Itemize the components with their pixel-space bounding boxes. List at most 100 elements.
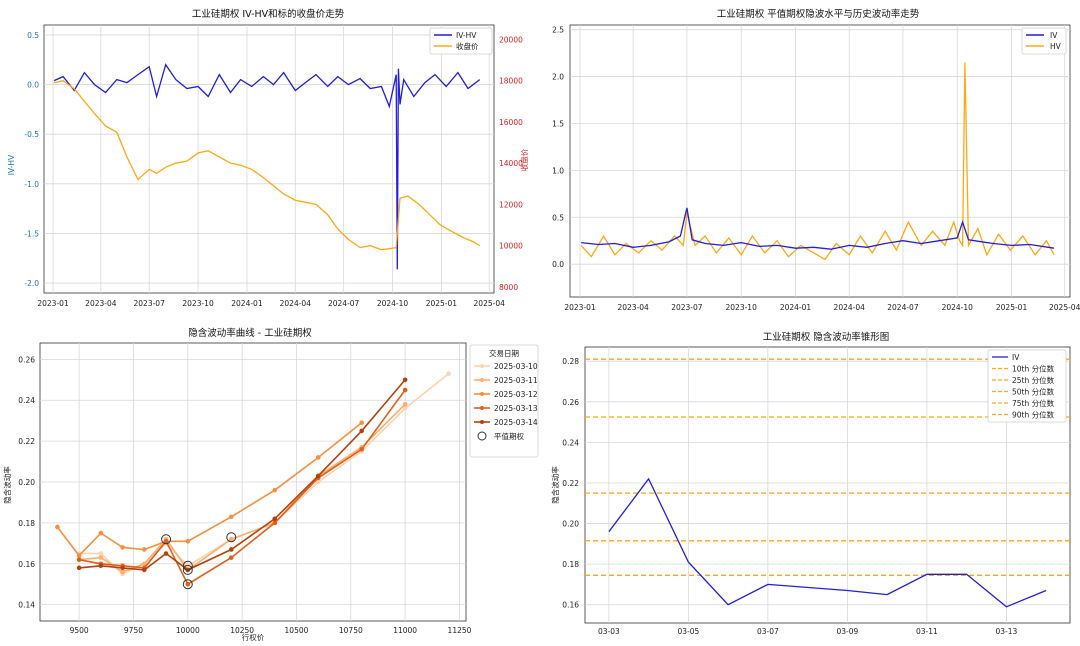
chart3-point-2025-03-12: [55, 524, 60, 530]
chart3-xtick-10250: 10250: [230, 626, 254, 635]
chart1-title: 工业硅期权 IV-HV和标的收盘价走势: [192, 8, 345, 20]
chart1-ylabel: IV-HV: [7, 154, 16, 175]
chart4-legend-label-75th: 75th 分位数: [1012, 398, 1055, 408]
chart4-xtick-03-07: 03-07: [757, 627, 779, 636]
chart2-ytick: 1.0: [552, 166, 564, 175]
chart2-legend-label-hv: HV: [1050, 42, 1062, 51]
chart3-legend-dot-2025-03-10: [480, 364, 484, 368]
chart3-ytick: 0.20: [18, 478, 35, 487]
chart1-ytick: -1.5: [24, 229, 39, 238]
chart4-ytick: 0.24: [562, 438, 579, 447]
chart3-point-2025-03-10: [315, 479, 321, 485]
chart3-point-2025-03-10: [402, 406, 408, 411]
chart3-point-2025-03-12: [315, 455, 321, 460]
chart3-point-2025-03-12: [76, 553, 82, 558]
chart1-legend: IV-HV 收盘价: [429, 27, 493, 55]
chart1-series-iv-hv: [53, 63, 481, 270]
chart3-atm-marker: [182, 560, 193, 571]
chart3-legend-dot-2025-03-12: [480, 392, 484, 396]
chart1-xtick-2024-04: 2024-04: [280, 299, 312, 308]
chart3-legend-atm-marker: [477, 431, 487, 441]
chart2-ytick: 2.0: [552, 73, 564, 82]
chart3-ytick: 0.24: [18, 396, 35, 405]
chart1-xtick-2023-04: 2023-04: [85, 299, 117, 308]
chart3-point-2025-03-13: [359, 446, 364, 452]
chart3-point-2025-03-14: [120, 565, 125, 571]
chart3-point-2025-03-13: [185, 581, 191, 587]
chart3-point-2025-03-11: [120, 569, 125, 575]
chart3-legend-label-2025-03-12: 2025-03-12: [494, 390, 538, 399]
chart2-ytick: 0.5: [552, 213, 564, 222]
chart3-point-2025-03-14: [142, 567, 147, 573]
chart3-point-2025-03-14: [315, 473, 321, 479]
chart3-point-2025-03-13: [228, 555, 234, 560]
chart4-plot-area: [584, 346, 1071, 624]
chart3-xlabel: 行权价: [242, 632, 265, 642]
chart3-point-2025-03-11: [402, 402, 408, 407]
chart3-legend-label-2025-03-10: 2025-03-10: [494, 362, 538, 371]
chart3-legend-dot-2025-03-13: [480, 406, 484, 410]
chart4-ytick: 0.28: [562, 357, 579, 366]
chart4-ylabel: 隐含波动率: [550, 466, 560, 504]
chart3-point-2025-03-13: [76, 557, 82, 562]
chart3-point-2025-03-11: [142, 561, 147, 567]
chart3-point-2025-03-10: [446, 371, 451, 376]
chart3-ytick: 0.16: [18, 560, 35, 569]
chart4-legend-label-10th: 10th 分位数: [1012, 364, 1055, 374]
chart1-y2tick: 10000: [499, 242, 523, 251]
chart3-point-2025-03-13: [272, 520, 278, 526]
chart4-xtick-03-09: 03-09: [836, 627, 858, 636]
chart1-ytick: 0.0: [27, 81, 39, 90]
chart2-series-hv: [580, 62, 1055, 261]
chart3-xtick-10750: 10750: [339, 626, 363, 635]
chart2-legend: IV HV: [1021, 27, 1067, 55]
chart3-xtick-9500: 9500: [70, 626, 89, 635]
chart-iv-cone: 工业硅期权 隐含波动率锥形图 03-03 03-05 03-07 03-09 03-11…: [550, 331, 1071, 636]
chart1-ytick: -2.0: [24, 279, 39, 288]
chart4-xtick-03-11: 03-11: [916, 627, 938, 636]
chart1-series-close-price: [53, 80, 481, 251]
chart2-xtick-2024-04: 2024-04: [834, 303, 866, 312]
chart1-xtick-2023-07: 2023-07: [134, 299, 166, 308]
chart3-title: 隐含波动率曲线 - 工业硅期权: [188, 327, 312, 339]
chart2-xtick-2024-10: 2024-10: [942, 303, 974, 312]
chart1-xtick-2024-10: 2024-10: [377, 299, 409, 308]
chart1-ytick: -0.5: [24, 130, 39, 139]
chart1-xtick-2024-07: 2024-07: [328, 299, 360, 308]
chart3-xtick-10000: 10000: [176, 626, 200, 635]
chart3-ytick: 0.26: [18, 355, 35, 364]
chart2-ytick: 2.5: [552, 26, 564, 35]
chart3-legend-title: 交易日期: [489, 348, 519, 358]
chart3-point-2025-03-14: [272, 516, 278, 522]
chart3-point-2025-03-11: [228, 536, 234, 542]
chart3-xtick-9750: 9750: [124, 626, 143, 635]
chart2-xtick-2023-04: 2023-04: [617, 303, 649, 312]
chart2-xtick-2025-04: 2025-04: [1049, 303, 1080, 312]
chart3-point-2025-03-10: [98, 551, 104, 556]
chart3-xtick-10500: 10500: [285, 626, 309, 635]
chart-atm-iv-hv: 工业硅期权 平值期权隐波水平与历史波动率走势 2023-01 2023-04 202…: [552, 8, 1080, 312]
chart3-point-2025-03-12: [185, 538, 191, 544]
chart3-point-2025-03-14: [228, 547, 234, 552]
chart4-xtick-03-05: 03-05: [677, 627, 699, 636]
chart3-point-2025-03-13: [163, 538, 169, 544]
chart-iv-smile: 隐含波动率曲线 - 工业硅期权 9500 9750 10000 10250 10500 1…: [2, 327, 539, 642]
chart4-xtick-03-03: 03-03: [598, 627, 620, 636]
chart3-point-2025-03-14: [98, 563, 104, 569]
chart3-legend: 交易日期 2025-03-10 2025-03-11 2025-03-12 2025-…: [469, 344, 539, 458]
chart3-point-2025-03-12: [272, 487, 278, 493]
chart3-point-2025-03-12: [120, 545, 125, 550]
chart3-legend-label-2025-03-14: 2025-03-14: [494, 418, 538, 427]
chart3-ytick: 0.14: [18, 601, 35, 610]
chart2-xtick-2023-10: 2023-10: [726, 303, 758, 312]
chart2-legend-label-iv: IV: [1050, 31, 1058, 40]
chart3-atm-marker: [182, 564, 193, 575]
chart2-ytick: 1.5: [552, 119, 564, 128]
chart1-xtick-2024-01: 2024-01: [231, 299, 263, 308]
chart3-point-2025-03-13: [402, 387, 408, 393]
chart1-ytick: 0.5: [27, 31, 39, 40]
chart4-ytick: 0.20: [562, 520, 579, 529]
chart3-atm-marker: [226, 532, 237, 543]
chart1-y2tick: 12000: [499, 200, 523, 209]
